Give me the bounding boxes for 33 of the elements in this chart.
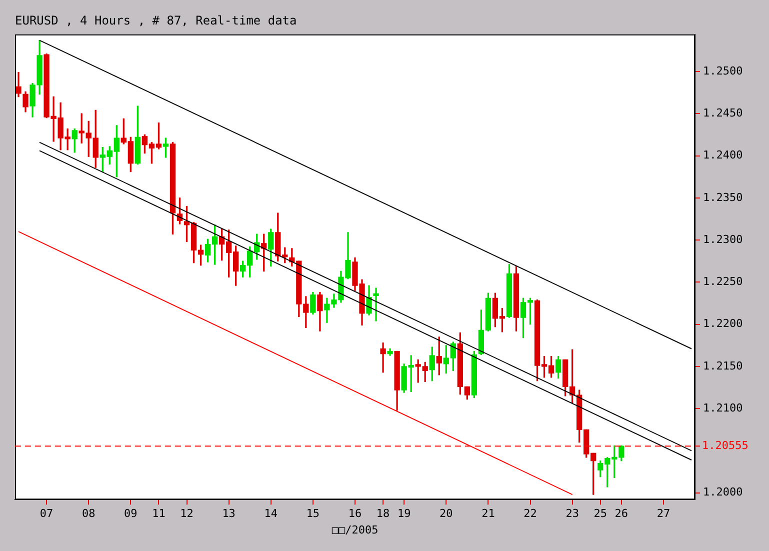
- y-tick-label: 1.2300: [703, 232, 743, 246]
- x-tick-label: 26: [614, 507, 628, 520]
- chart-title: EURUSD , 4 Hours , # 87, Real-time data: [15, 13, 297, 28]
- x-tick-label: 22: [524, 507, 537, 520]
- x-tick-label: 08: [82, 507, 96, 520]
- y-tick-label: 1.2400: [703, 148, 743, 162]
- x-tick-label: 13: [222, 507, 236, 520]
- x-tick-label: 21: [482, 507, 495, 520]
- y-tick-label: 1.2500: [703, 64, 743, 78]
- x-tick-label: 23: [566, 507, 579, 520]
- x-tick-label: 19: [397, 507, 411, 520]
- x-tick-label: 12: [180, 507, 194, 520]
- x-tick-label: 15: [306, 507, 320, 520]
- x-tick-label: 27: [656, 507, 670, 520]
- candlestick: [373, 288, 379, 322]
- x-tick-label: 25: [594, 507, 607, 520]
- x-axis-title: □□/2005: [332, 523, 378, 536]
- candlestick: [380, 342, 386, 373]
- x-tick-label: 20: [440, 507, 453, 520]
- y-tick-label: 1.2100: [703, 401, 743, 414]
- ref-line-label: 1.20555: [702, 438, 748, 452]
- x-tick-label: 11: [152, 507, 166, 520]
- x-tick-label: 07: [40, 507, 54, 520]
- x-tick-label: 18: [376, 507, 390, 520]
- y-tick-label: 1.2000: [703, 486, 743, 499]
- x-tick-label: 16: [348, 507, 362, 520]
- y-tick-label: 1.2200: [703, 317, 743, 330]
- x-tick-label: 14: [264, 507, 278, 520]
- y-tick-label: 1.2450: [703, 106, 743, 120]
- y-tick-label: 1.2150: [703, 359, 743, 372]
- y-tick-label: 1.2250: [703, 275, 743, 288]
- y-tick-label: 1.2350: [703, 190, 743, 204]
- x-tick-label: 09: [124, 507, 138, 520]
